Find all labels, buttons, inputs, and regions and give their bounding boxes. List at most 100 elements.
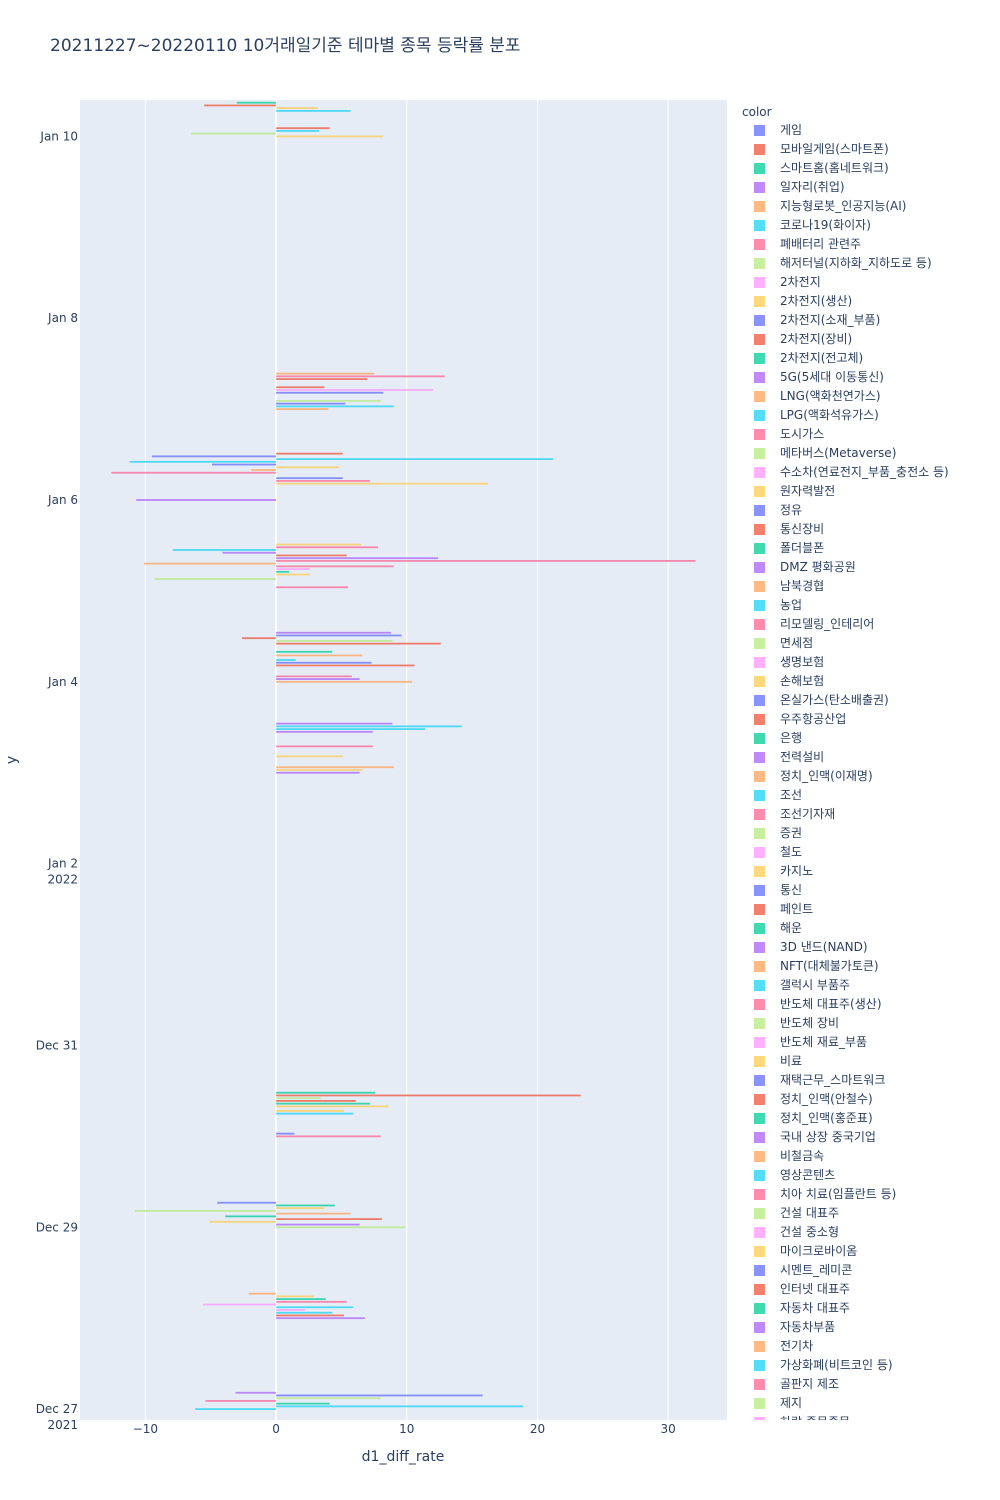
legend-item[interactable]: 하락 종목종목	[742, 1413, 992, 1420]
bar[interactable]	[276, 135, 384, 138]
bar[interactable]	[276, 661, 372, 664]
bar[interactable]	[276, 378, 368, 380]
legend-item[interactable]: 영상콘텐츠	[742, 1166, 992, 1185]
bar[interactable]	[251, 469, 277, 471]
bar[interactable]	[276, 675, 352, 678]
bar[interactable]	[276, 1100, 356, 1102]
legend-item[interactable]: 남북경협	[742, 577, 992, 596]
bar[interactable]	[276, 570, 290, 573]
bar[interactable]	[195, 1408, 277, 1410]
bar[interactable]	[276, 1091, 376, 1094]
bar[interactable]	[276, 650, 333, 653]
bar[interactable]	[136, 499, 277, 501]
bar[interactable]	[276, 402, 346, 405]
bar[interactable]	[276, 452, 343, 455]
legend-item[interactable]: 온실가스(탄소배출권)	[742, 691, 992, 710]
bar[interactable]	[276, 1314, 345, 1317]
legend-item[interactable]: 페인트	[742, 900, 992, 919]
legend-item[interactable]: 비료	[742, 1052, 992, 1071]
legend-item[interactable]: 2차전지(소재_부품)	[742, 311, 992, 330]
bar[interactable]	[276, 375, 445, 378]
legend-item[interactable]: 가상화폐(비트코인 등)	[742, 1356, 992, 1375]
legend-item[interactable]: 갤럭시 부품주	[742, 976, 992, 995]
legend-item[interactable]: 폐배터리 관련주	[742, 235, 992, 254]
legend-item[interactable]: 생명보험	[742, 653, 992, 672]
legend-item[interactable]: 카지노	[742, 862, 992, 881]
legend-item[interactable]: 건설 대표주	[742, 1204, 992, 1223]
bar[interactable]	[276, 557, 439, 560]
legend-item[interactable]: 자동차부품	[742, 1318, 992, 1337]
legend-item[interactable]: 일자리(취업)	[742, 178, 992, 197]
bar[interactable]	[276, 766, 394, 769]
legend-item[interactable]: 농업	[742, 596, 992, 615]
bar[interactable]	[276, 1223, 360, 1226]
bar[interactable]	[205, 1400, 277, 1402]
bar[interactable]	[154, 578, 277, 580]
bar[interactable]	[276, 372, 375, 375]
bar[interactable]	[276, 1102, 371, 1105]
bar[interactable]	[111, 471, 277, 474]
legend-item[interactable]: 해운	[742, 919, 992, 938]
bar[interactable]	[276, 586, 348, 589]
legend-item[interactable]: 정유	[742, 501, 992, 520]
bar[interactable]	[276, 722, 393, 725]
legend-item[interactable]: LNG(액화천연가스)	[742, 387, 992, 406]
bar[interactable]	[276, 1207, 325, 1210]
legend-item[interactable]: 골판지 제조	[742, 1375, 992, 1394]
bar[interactable]	[276, 482, 488, 485]
bar[interactable]	[276, 573, 311, 576]
legend-item[interactable]: 5G(5세대 이동통신)	[742, 368, 992, 387]
bar[interactable]	[276, 640, 393, 642]
legend-item[interactable]: 증권	[742, 824, 992, 843]
legend-item[interactable]: 게임	[742, 121, 992, 140]
legend-item[interactable]: 시멘트_레미콘	[742, 1261, 992, 1280]
legend-item[interactable]: 통신	[742, 881, 992, 900]
bar[interactable]	[276, 543, 362, 546]
bar[interactable]	[276, 1218, 382, 1220]
bar[interactable]	[276, 408, 329, 410]
legend-item[interactable]: 자동차 대표주	[742, 1299, 992, 1318]
legend-item[interactable]: 건설 중소형	[742, 1223, 992, 1242]
bar[interactable]	[276, 654, 363, 657]
legend-item[interactable]: 2차전지(전고체)	[742, 349, 992, 368]
bar[interactable]	[222, 551, 277, 554]
legend-item[interactable]: 스마트홈(홈네트워크)	[742, 159, 992, 178]
legend-item[interactable]: 치아 치료(임플란트 등)	[742, 1185, 992, 1204]
bar[interactable]	[235, 1391, 277, 1394]
legend-item[interactable]: 3D 낸드(NAND)	[742, 938, 992, 957]
legend-item[interactable]: 리모델링_인테리어	[742, 615, 992, 634]
bar[interactable]	[276, 631, 392, 634]
legend-item[interactable]: 비철금속	[742, 1147, 992, 1166]
bar[interactable]	[276, 1204, 335, 1207]
bar[interactable]	[276, 1212, 351, 1215]
bar[interactable]	[276, 389, 433, 391]
legend-item[interactable]: 정치_인맥(이재명)	[742, 767, 992, 786]
bar[interactable]	[276, 769, 363, 771]
bar[interactable]	[276, 1394, 483, 1397]
bar[interactable]	[276, 1402, 330, 1405]
bar[interactable]	[276, 386, 325, 389]
bar[interactable]	[276, 634, 402, 637]
bar[interactable]	[276, 458, 554, 460]
bar[interactable]	[276, 565, 394, 568]
bar[interactable]	[191, 132, 277, 135]
legend-item[interactable]: 조선기자재	[742, 805, 992, 824]
bar[interactable]	[276, 1309, 305, 1311]
legend-item[interactable]: 원자력발전	[742, 482, 992, 501]
legend-item[interactable]: 지능형로봇_인공지능(AI)	[742, 197, 992, 216]
legend-item[interactable]: 코로나19(화이자)	[742, 216, 992, 235]
bar[interactable]	[276, 745, 373, 748]
bar[interactable]	[276, 405, 394, 408]
bar[interactable]	[276, 755, 343, 758]
bar[interactable]	[276, 1112, 354, 1115]
bar[interactable]	[276, 107, 318, 110]
legend-item[interactable]: 2차전지(장비)	[742, 330, 992, 349]
bar[interactable]	[276, 560, 696, 562]
bar[interactable]	[172, 549, 277, 551]
legend-item[interactable]: 인터넷 대표주	[742, 1280, 992, 1299]
bar[interactable]	[276, 1295, 314, 1298]
legend-item[interactable]: 재택근무_스마트워크	[742, 1071, 992, 1090]
bar[interactable]	[129, 460, 277, 463]
bar[interactable]	[217, 1201, 277, 1204]
bar[interactable]	[242, 637, 277, 640]
